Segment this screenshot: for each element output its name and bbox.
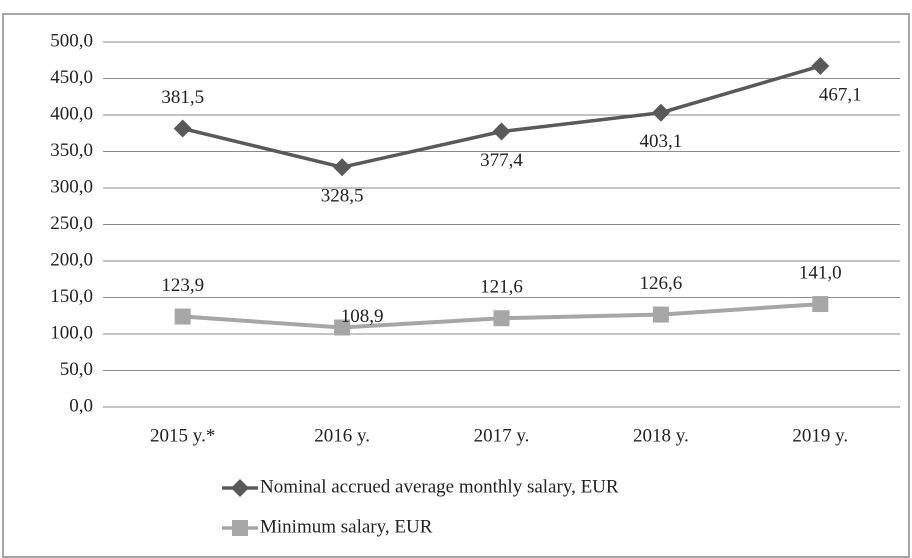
- y-tick-label: 300,0: [50, 176, 93, 197]
- y-tick-label: 400,0: [50, 103, 93, 124]
- data-label: 141,0: [799, 262, 842, 283]
- data-label: 381,5: [161, 87, 204, 108]
- y-tick-label: 100,0: [50, 322, 93, 343]
- legend-marker: [232, 520, 248, 536]
- marker: [652, 306, 669, 323]
- x-tick-label: 2015 y.*: [150, 425, 215, 446]
- data-label: 467,1: [819, 84, 862, 105]
- data-label: 108,9: [341, 306, 384, 327]
- y-tick-label: 350,0: [50, 140, 93, 161]
- legend-label: Nominal accrued average monthly salary, …: [260, 476, 619, 497]
- y-tick-label: 200,0: [50, 249, 93, 270]
- x-tick-label: 2016 y.: [314, 425, 370, 446]
- data-label: 328,5: [321, 186, 364, 207]
- legend-label: Minimum salary, EUR: [260, 516, 433, 537]
- y-tick-label: 250,0: [50, 213, 93, 234]
- marker: [333, 158, 352, 177]
- data-label: 123,9: [161, 275, 204, 296]
- marker: [651, 103, 670, 122]
- chart-frame: [2, 13, 910, 558]
- data-label: 377,4: [480, 150, 523, 171]
- y-tick-label: 0,0: [69, 395, 93, 416]
- x-tick-label: 2017 y.: [474, 425, 530, 446]
- data-label: 403,1: [640, 131, 683, 152]
- marker: [493, 310, 510, 327]
- marker: [811, 57, 830, 76]
- marker: [173, 119, 192, 138]
- data-label: 121,6: [480, 277, 523, 298]
- x-tick-label: 2019 y.: [792, 425, 848, 446]
- marker: [174, 308, 191, 325]
- data-label: 126,6: [640, 273, 683, 294]
- marker: [492, 122, 511, 141]
- y-tick-label: 50,0: [60, 359, 93, 380]
- y-tick-label: 150,0: [50, 286, 93, 307]
- marker: [812, 296, 829, 313]
- marker: [334, 319, 351, 336]
- y-tick-label: 450,0: [50, 67, 93, 88]
- y-tick-label: 500,0: [50, 30, 93, 51]
- x-tick-label: 2018 y.: [633, 425, 689, 446]
- legend-marker: [231, 479, 249, 497]
